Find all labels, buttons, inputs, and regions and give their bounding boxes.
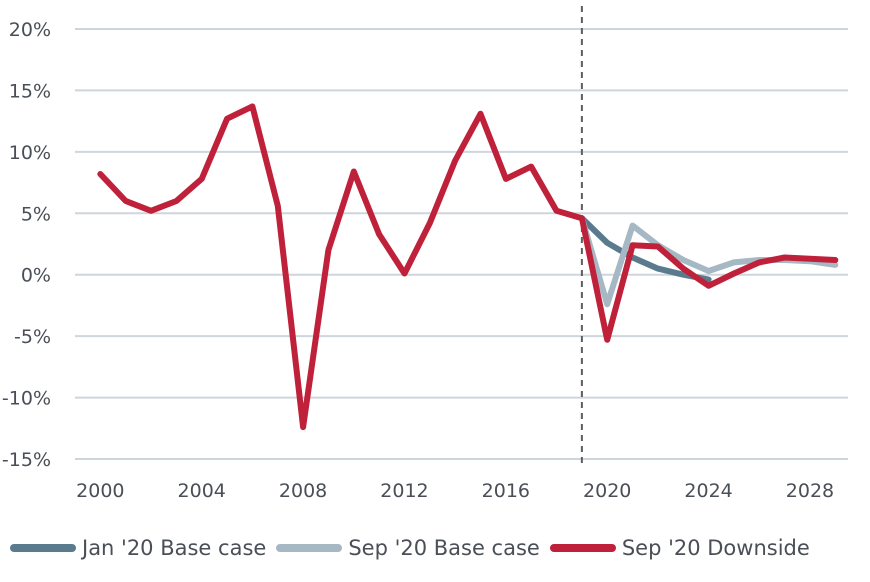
- y-tick-label: 15%: [9, 80, 51, 102]
- legend-label-sep20-base: Sep '20 Base case: [348, 536, 540, 560]
- series-lines: [97, 103, 839, 431]
- legend: Jan '20 Base case Sep '20 Base case Sep …: [10, 530, 820, 566]
- y-tick-label: -10%: [2, 388, 51, 410]
- y-axis-ticks: 20% 15% 10% 5% 0% -5% -10% -15%: [2, 19, 51, 471]
- legend-swatch-sep20-downside: [549, 544, 616, 552]
- y-tick-label: 5%: [21, 203, 51, 225]
- line-chart: 20% 15% 10% 5% 0% -5% -10% -15% 2000 2004 2008 201…: [2, 6, 848, 502]
- grid-lines: [75, 28, 848, 460]
- legend-item-jan20-base: Jan '20 Base case: [10, 536, 266, 560]
- y-tick-label: -5%: [14, 326, 51, 348]
- legend-label-sep20-downside: Sep '20 Downside: [621, 536, 810, 560]
- x-tick-label: 2008: [279, 480, 327, 502]
- x-tick-label: 2020: [583, 480, 631, 502]
- x-tick-label: 2028: [786, 480, 834, 502]
- series-line: [578, 215, 712, 283]
- y-tick-label: 0%: [21, 265, 51, 287]
- series-line: [97, 103, 839, 431]
- y-tick-label: 20%: [9, 19, 51, 41]
- legend-label-jan20-base: Jan '20 Base case: [82, 536, 267, 560]
- legend-swatch-jan20-base: [10, 544, 76, 552]
- y-tick-label: 10%: [9, 142, 51, 164]
- y-tick-label: -15%: [2, 449, 51, 471]
- x-tick-label: 2004: [178, 480, 226, 502]
- x-axis-ticks: 2000 2004 2008 2012 2016 2020 2024 2028: [76, 480, 834, 502]
- legend-item-sep20-downside: Sep '20 Downside: [549, 536, 810, 560]
- x-tick-label: 2000: [76, 480, 124, 502]
- x-tick-label: 2024: [684, 480, 732, 502]
- legend-item-sep20-base: Sep '20 Base case: [276, 536, 540, 560]
- legend-swatch-sep20-base: [276, 544, 343, 552]
- x-tick-label: 2012: [380, 480, 428, 502]
- x-tick-label: 2016: [482, 480, 530, 502]
